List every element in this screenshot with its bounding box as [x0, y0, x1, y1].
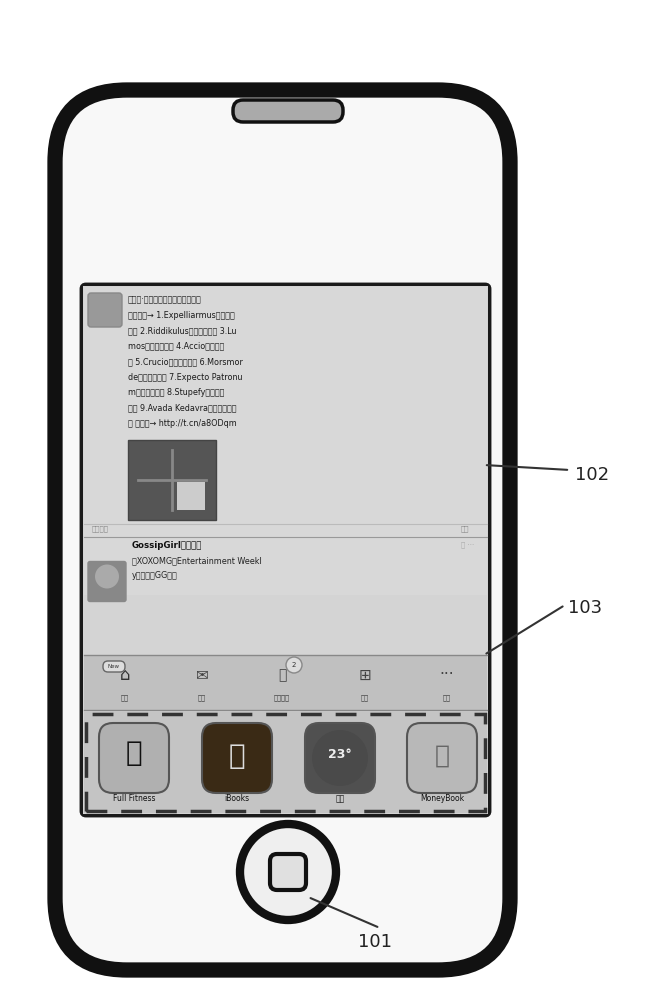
Text: 器） 2.Riddikulus（滑稽滑稽） 3.Lu: 器） 2.Riddikulus（滑稽滑稽） 3.Lu — [128, 326, 237, 335]
Text: 102: 102 — [575, 466, 609, 484]
FancyBboxPatch shape — [99, 723, 169, 793]
FancyBboxPatch shape — [270, 854, 306, 890]
Text: GossipGirl维闻女孩: GossipGirl维闻女孩 — [132, 542, 202, 550]
Text: 转 ···: 转 ··· — [461, 542, 474, 548]
Text: MoneyBook: MoneyBook — [420, 794, 464, 803]
Bar — [84, 655, 487, 710]
Text: 【XOXOMG】Entertainment Weekl: 【XOXOMG】Entertainment Weekl — [132, 556, 262, 566]
FancyBboxPatch shape — [407, 723, 477, 793]
Text: mos（荧光闪烁） 4.Accio（飞来咒: mos（荧光闪烁） 4.Accio（飞来咒 — [128, 342, 224, 351]
Text: de（黑魔标记） 7.Expecto Patronu: de（黑魔标记） 7.Expecto Patronu — [128, 372, 243, 381]
Circle shape — [312, 730, 368, 786]
Text: ） 5.Crucio（钓心剑骨） 6.Morsmor: ） 5.Crucio（钓心剑骨） 6.Morsmor — [128, 357, 243, 366]
Text: ✉: ✉ — [196, 668, 208, 682]
Text: y本局内的GG专题: y本局内的GG专题 — [132, 570, 178, 580]
Text: Full Fitness: Full Fitness — [113, 794, 156, 803]
Text: 【哈利·波特魔咒大讲堂】你最想学: 【哈利·波特魔咒大讲堂】你最想学 — [128, 295, 202, 304]
Text: 📊: 📊 — [434, 744, 449, 768]
Bar — [177, 482, 205, 510]
Text: 我的文件: 我的文件 — [274, 695, 290, 701]
Text: 广场: 广场 — [361, 695, 369, 701]
Text: 哪个魔法→ 1.Expelliarmus（除你武: 哪个魔法→ 1.Expelliarmus（除你武 — [128, 310, 235, 320]
Text: m（呼神护卫） 8.Stupefy（晕晕倒: m（呼神护卫） 8.Stupefy（晕晕倒 — [128, 388, 224, 397]
Text: 2: 2 — [292, 662, 296, 668]
Text: ⌂: ⌂ — [120, 666, 130, 684]
Bar — [84, 712, 487, 813]
Text: ⊞: ⊞ — [358, 668, 372, 682]
Text: iBooks: iBooks — [225, 794, 250, 803]
FancyBboxPatch shape — [233, 100, 343, 122]
Bar — [86, 714, 485, 811]
Text: New: New — [108, 664, 120, 670]
Text: 📖: 📖 — [229, 742, 245, 770]
FancyBboxPatch shape — [55, 90, 510, 970]
Text: 全部消息: 全部消息 — [92, 526, 109, 532]
FancyBboxPatch shape — [82, 285, 489, 815]
Text: 转发: 转发 — [461, 526, 469, 532]
FancyBboxPatch shape — [103, 661, 125, 672]
Text: 更多: 更多 — [443, 695, 451, 701]
Text: 消息: 消息 — [198, 695, 206, 701]
Text: 地） 9.Avada Kedavra（阿瓦达索命: 地） 9.Avada Kedavra（阿瓦达索命 — [128, 403, 237, 412]
Bar — [128, 440, 216, 520]
Text: ） 音标版→ http://t.cn/a8ODqm: ） 音标版→ http://t.cn/a8ODqm — [128, 419, 237, 428]
Text: 天气: 天气 — [335, 794, 345, 803]
Text: 103: 103 — [568, 599, 602, 617]
Text: 👤: 👤 — [278, 668, 286, 682]
Text: 🏋: 🏋 — [126, 739, 142, 767]
Text: 23°: 23° — [328, 748, 352, 760]
Circle shape — [95, 564, 119, 588]
Bar — [83, 286, 488, 814]
FancyBboxPatch shape — [305, 723, 375, 793]
Circle shape — [240, 824, 336, 920]
Circle shape — [286, 657, 302, 673]
Text: 首屏: 首屏 — [121, 695, 129, 701]
FancyBboxPatch shape — [88, 293, 122, 327]
FancyBboxPatch shape — [202, 723, 272, 793]
FancyBboxPatch shape — [88, 562, 126, 601]
Bar — [84, 287, 487, 595]
Text: ···: ··· — [440, 668, 454, 682]
Text: 101: 101 — [358, 933, 392, 951]
